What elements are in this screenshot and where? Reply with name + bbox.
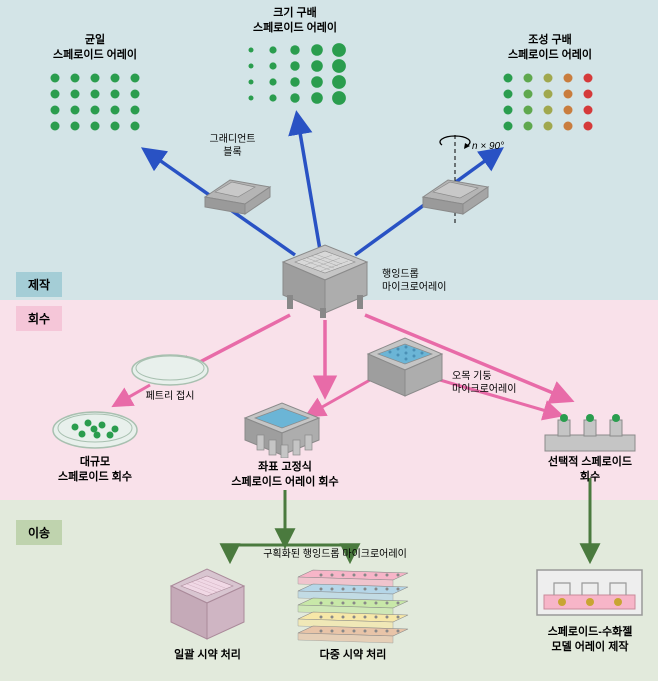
multi-label: 다중 시약 처리 — [298, 648, 408, 663]
hydrogel-label: 스페로이드-수화젤 모델 어레이 제작 — [530, 625, 650, 655]
concave-label: 오목 기둥 마이크로어레이 — [452, 370, 537, 396]
rotation-device — [418, 162, 493, 217]
badge-fabrication: 제작 — [16, 272, 62, 297]
selective-recovery-label: 선택적 스페로이드 회수 — [530, 455, 650, 485]
rotation-label: n × 90° — [472, 140, 504, 153]
coord-recovery-device — [237, 398, 327, 458]
badge-transfer: 이송 — [16, 520, 62, 545]
bulk-recovery-label: 대규모 스페로이드 회수 — [40, 455, 150, 485]
compartment-label: 구획화된 행잉드롭 마이크로어레이 — [235, 548, 435, 561]
multi-treatment-device — [293, 564, 413, 644]
petri-label: 페트리 접시 — [135, 390, 205, 403]
concave-pillar-device — [360, 332, 450, 397]
bulk-recovery-dish — [50, 405, 140, 455]
coord-recovery-label: 좌표 고정식 스페로이드 어레이 회수 — [215, 460, 355, 490]
batch-label: 일괄 시약 처리 — [160, 648, 255, 663]
central-hanging-drop — [275, 240, 375, 320]
batch-treatment-device — [165, 564, 250, 644]
gradient-block-device — [200, 162, 275, 217]
gradient-block-label: 그래디언트 블록 — [195, 133, 270, 159]
hydrogel-model — [532, 565, 647, 620]
hanging-drop-label: 행잉드롭 마이크로어레이 — [382, 268, 472, 294]
selective-recovery-icon — [540, 410, 640, 455]
badge-recovery: 회수 — [16, 306, 62, 331]
petri-dish-icon — [130, 350, 210, 390]
